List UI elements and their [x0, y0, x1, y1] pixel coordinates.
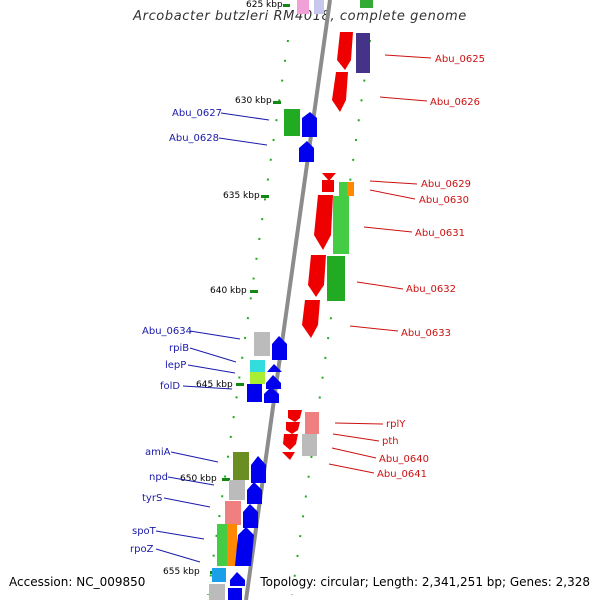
- feature-block: [209, 584, 225, 600]
- tick-mark: [273, 101, 281, 104]
- feature-block: [314, 0, 324, 14]
- gene-arrow-abu-0632[interactable]: [308, 255, 326, 297]
- tick-label-640: 640 kbp: [210, 286, 247, 296]
- tick-mark: [261, 195, 269, 198]
- gene-block-lepp[interactable]: [250, 372, 265, 384]
- gene-label-lepp[interactable]: lepP: [165, 360, 186, 371]
- tick-mark: [236, 383, 244, 386]
- gene-block-npd[interactable]: [229, 480, 245, 500]
- gene-arrow-abu-0628[interactable]: [299, 141, 314, 162]
- gene-arrow-abu-0626[interactable]: [332, 72, 348, 112]
- gene-arrow-abu-0633[interactable]: [302, 300, 320, 338]
- forward-label-leaders: [155, 112, 270, 563]
- gene-label-abu-0628[interactable]: Abu_0628: [169, 133, 219, 144]
- gene-label-rpib[interactable]: rpiB: [169, 343, 189, 354]
- gene-arrow-npd[interactable]: [247, 482, 262, 504]
- forward-gene-labels: Abu_0627 Abu_0628 Abu_0634 rpiB lepP fol…: [130, 108, 222, 555]
- feature-block: [360, 0, 373, 8]
- tick-label-635: 635 kbp: [223, 191, 260, 201]
- gene-arrow-abu-0631[interactable]: [314, 195, 333, 250]
- gene-arrow-abu-0629[interactable]: [322, 173, 336, 181]
- tick-mark: [283, 4, 290, 7]
- track-guides: [207, 39, 371, 596]
- kbp-ticks: 625 kbp 630 kbp 635 kbp 640 kbp 645 kbp …: [163, 0, 290, 577]
- gene-arrow-abu-0627[interactable]: [302, 112, 317, 137]
- gene-block-abu-0629[interactable]: [322, 180, 334, 192]
- reverse-label-leaders: [328, 54, 432, 474]
- gene-arrow-rpoz[interactable]: [230, 572, 245, 586]
- gene-label-abu-0631[interactable]: Abu_0631: [415, 228, 465, 239]
- map-title: Arcobacter butzleri RM4018, complete gen…: [133, 9, 467, 24]
- feature-block: [228, 588, 242, 600]
- gene-arrow-abu-0634[interactable]: [272, 336, 287, 360]
- gene-arrow-amia[interactable]: [251, 456, 266, 483]
- gene-block-spot-b[interactable]: [227, 524, 237, 566]
- gene-arrow-pth[interactable]: [286, 422, 300, 434]
- gene-label-abu-0634[interactable]: Abu_0634: [142, 326, 192, 337]
- gene-block-amia[interactable]: [233, 452, 249, 480]
- tick-mark: [250, 290, 258, 293]
- feature-block: [297, 0, 309, 14]
- gene-label-rply[interactable]: rplY: [386, 419, 406, 430]
- reverse-gene-labels: Abu_0625 Abu_0626 Abu_0629 Abu_0630 Abu_…: [377, 54, 485, 480]
- gene-arrow-spot[interactable]: [235, 527, 254, 566]
- forward-strand-features: [209, 109, 317, 600]
- gene-arrow-fold[interactable]: [264, 387, 279, 403]
- gene-block-spot[interactable]: [217, 524, 228, 566]
- gene-label-tyrs[interactable]: tyrS: [142, 493, 162, 504]
- gene-block-tyrs[interactable]: [225, 501, 241, 525]
- gene-label-npd[interactable]: npd: [149, 472, 168, 483]
- gene-label-pth[interactable]: pth: [382, 436, 399, 447]
- gene-block-abu-0627[interactable]: [284, 109, 300, 136]
- gene-block-rpib[interactable]: [250, 360, 265, 372]
- gene-arrow-tyrs[interactable]: [243, 504, 258, 528]
- gene-block-rpoz[interactable]: [212, 568, 226, 582]
- gene-label-abu-0627[interactable]: Abu_0627: [172, 108, 222, 119]
- gene-block-abu-0625[interactable]: [356, 33, 370, 73]
- gene-label-abu-0632[interactable]: Abu_0632: [406, 284, 456, 295]
- gene-arrow-rpib[interactable]: [267, 364, 282, 372]
- tick-label-630: 630 kbp: [235, 96, 272, 106]
- genome-summary-text: Topology: circular; Length: 2,341,251 bp…: [260, 575, 590, 589]
- gene-block-fold[interactable]: [247, 384, 262, 402]
- gene-arrow-abu-0641[interactable]: [282, 452, 295, 460]
- gene-label-rpoz[interactable]: rpoZ: [130, 544, 154, 555]
- tick-label-645: 645 kbp: [196, 380, 233, 390]
- gene-arrow-lepp[interactable]: [266, 375, 281, 389]
- tick-label-625: 625 kbp: [246, 0, 283, 10]
- gene-block-abu-0630b[interactable]: [347, 182, 354, 196]
- tick-label-655: 655 kbp: [163, 567, 200, 577]
- accession-text: Accession: NC_009850: [9, 575, 146, 589]
- gene-block-abu-0631[interactable]: [333, 196, 349, 254]
- gene-label-abu-0626[interactable]: Abu_0626: [430, 97, 480, 108]
- gene-label-abu-0641[interactable]: Abu_0641: [377, 469, 427, 480]
- gene-block-abu-0630[interactable]: [339, 182, 347, 196]
- gene-block-abu-0632[interactable]: [327, 256, 345, 301]
- gene-label-abu-0625[interactable]: Abu_0625: [435, 54, 485, 65]
- gene-arrow-abu-0640[interactable]: [283, 434, 298, 450]
- gene-block-abu-0634[interactable]: [254, 332, 270, 356]
- gene-label-abu-0640[interactable]: Abu_0640: [379, 454, 429, 465]
- gene-arrow-rply[interactable]: [288, 410, 302, 422]
- gene-label-abu-0630[interactable]: Abu_0630: [419, 195, 469, 206]
- reverse-strand-features: [282, 0, 373, 460]
- gene-label-spot[interactable]: spoT: [132, 526, 157, 537]
- gene-block-abu-0640[interactable]: [302, 434, 317, 456]
- tick-label-650: 650 kbp: [180, 474, 217, 484]
- gene-block-rply[interactable]: [305, 412, 319, 434]
- tick-mark: [222, 478, 230, 481]
- gene-label-amia[interactable]: amiA: [145, 447, 171, 458]
- gene-label-fold[interactable]: folD: [160, 381, 180, 392]
- gene-label-abu-0629[interactable]: Abu_0629: [421, 179, 471, 190]
- gene-arrow-abu-0625[interactable]: [337, 32, 353, 70]
- gene-label-abu-0633[interactable]: Abu_0633: [401, 328, 451, 339]
